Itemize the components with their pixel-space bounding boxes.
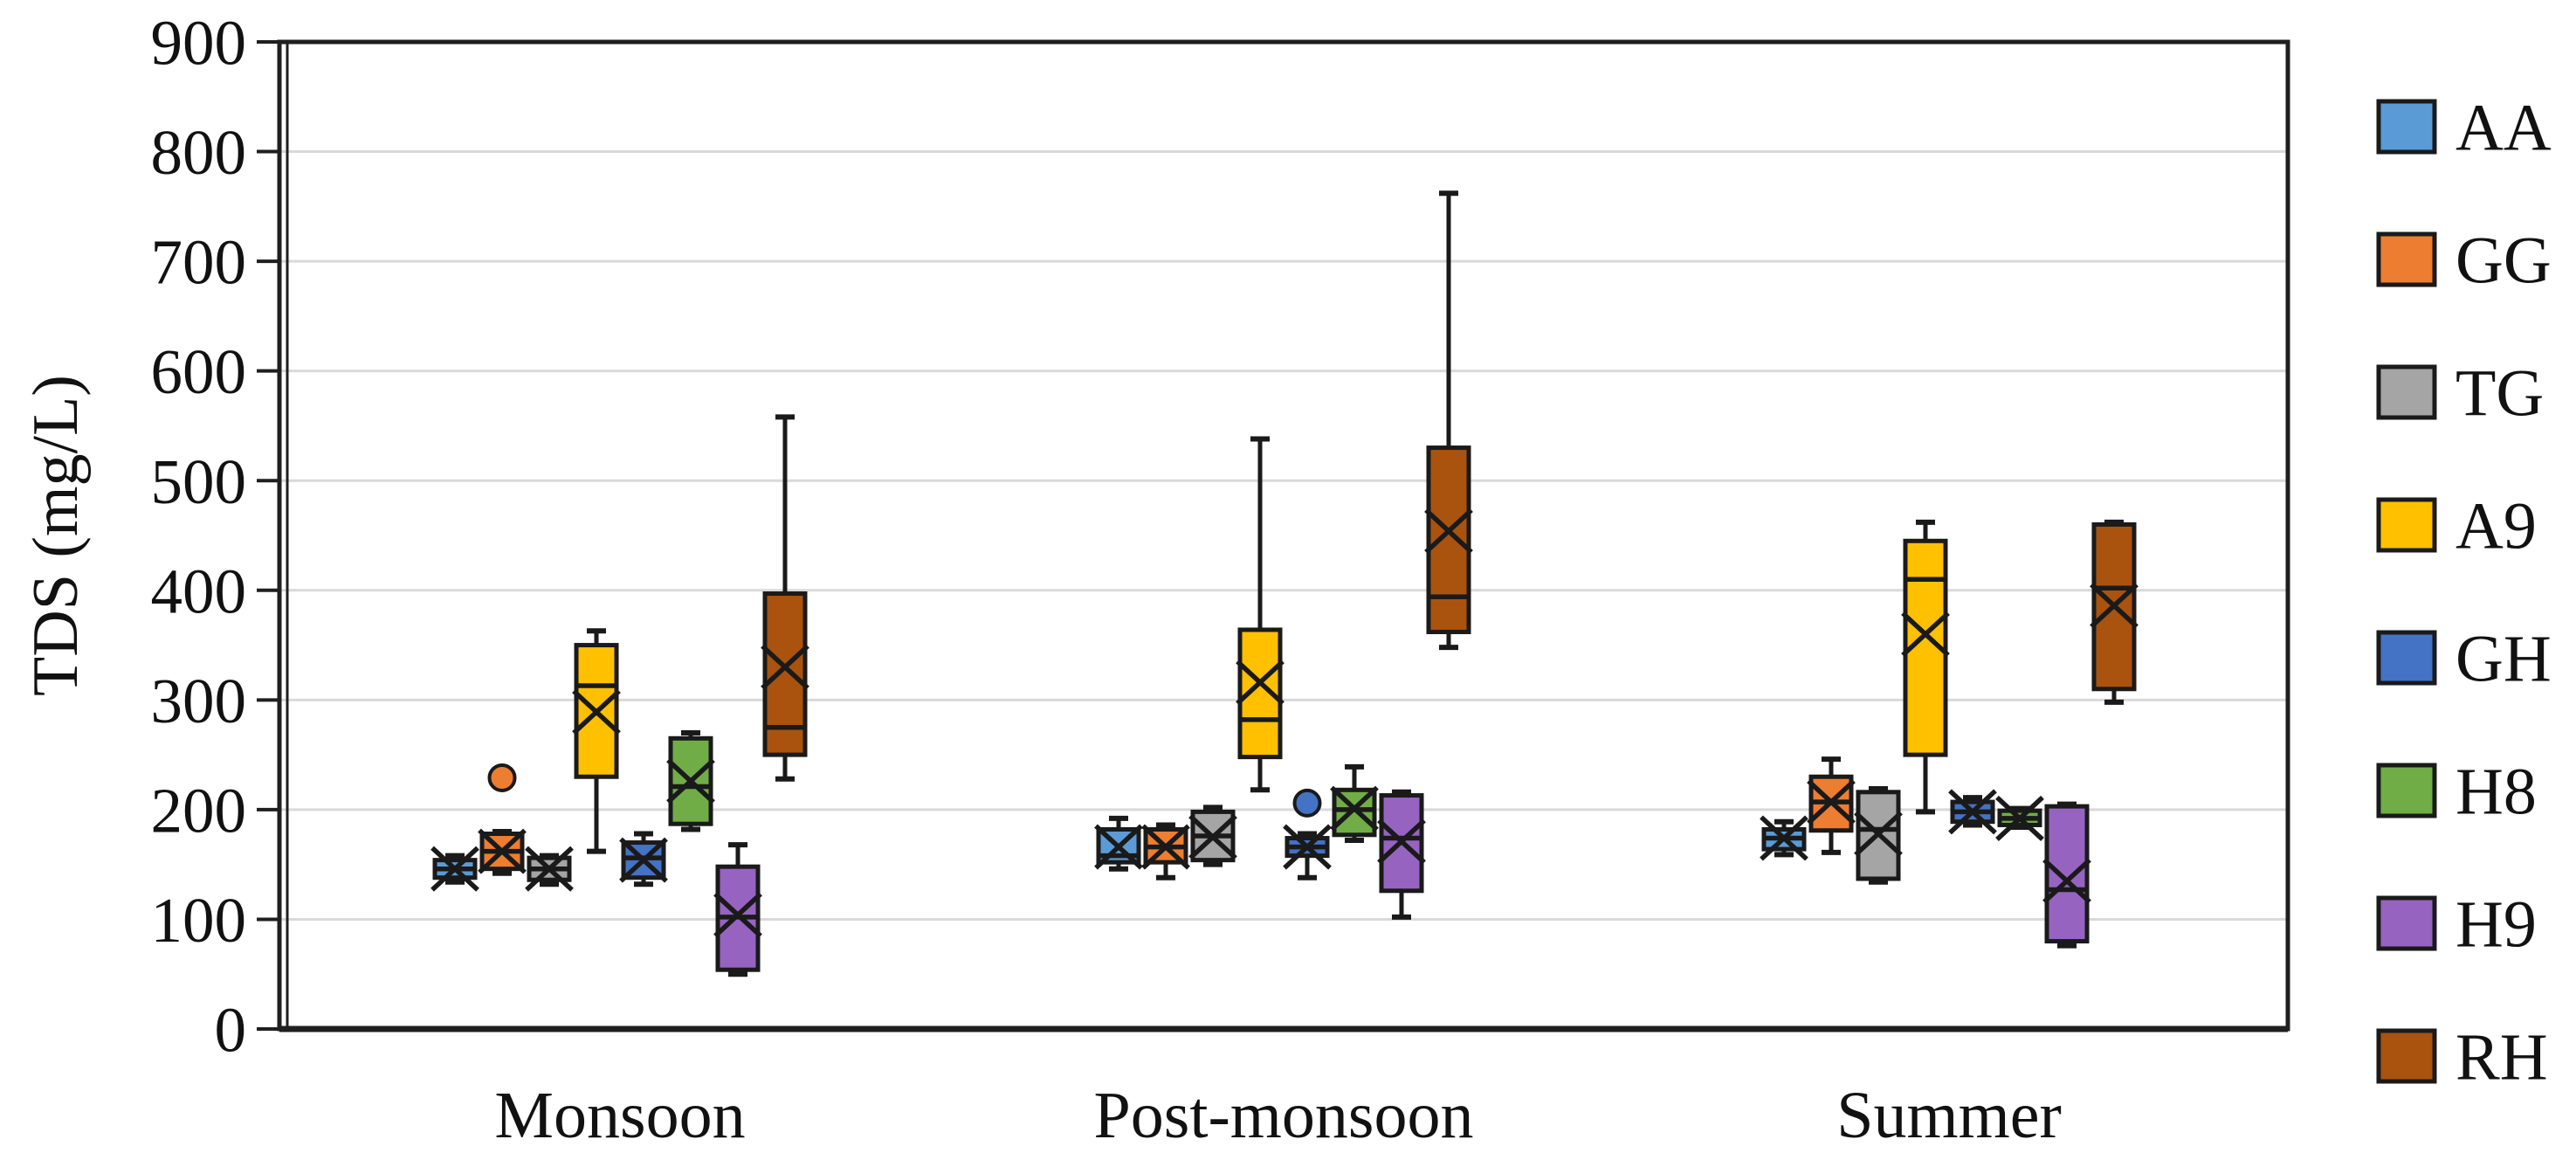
box-AA-Post-monsoon — [1094, 815, 1143, 872]
mean-x-marker — [1760, 815, 1808, 861]
legend-item-AA: AA — [2376, 92, 2552, 165]
mean-x-marker — [1424, 508, 1473, 554]
legend-item-H9: H9 — [2376, 888, 2537, 962]
mean-x-marker — [761, 644, 809, 690]
box-H8-Summer — [1995, 795, 2044, 841]
x-axis-label-summer: Summer — [1836, 1079, 2062, 1152]
mean-x-marker — [1901, 611, 1950, 658]
mean-x-marker — [478, 828, 527, 874]
box-H8-Monsoon — [666, 730, 715, 832]
y-tick-label-500: 500 — [151, 446, 247, 517]
box-GG-Post-monsoon — [1141, 822, 1190, 880]
box-AA-Summer — [1760, 815, 1808, 861]
legend-item-GG: GG — [2376, 224, 2552, 298]
legend-item-H8: H8 — [2376, 756, 2537, 829]
y-tick-label-100: 100 — [151, 885, 247, 956]
box-RH-Monsoon — [761, 414, 809, 782]
y-tick-label-700: 700 — [151, 227, 247, 298]
mean-x-marker — [572, 689, 621, 735]
y-tick-label-0: 0 — [215, 995, 247, 1066]
mean-x-marker — [1948, 789, 1997, 835]
outlier-point — [1292, 788, 1322, 818]
mean-x-marker — [1236, 659, 1285, 706]
mean-x-marker — [525, 846, 574, 892]
legend-swatch-RH — [2376, 1028, 2437, 1084]
legend-label-GH: GH — [2455, 623, 2552, 696]
legend-item-A9: A9 — [2376, 490, 2537, 563]
mean-x-marker — [713, 892, 762, 938]
mean-x-marker — [1377, 818, 1426, 865]
y-tick-label-200: 200 — [151, 775, 247, 846]
legend-label-GG: GG — [2455, 224, 2552, 298]
y-tick-label-300: 300 — [151, 666, 247, 736]
box-H9-Post-monsoon — [1377, 789, 1426, 920]
outlier-point — [487, 763, 517, 792]
box-RH-Post-monsoon — [1424, 190, 1473, 651]
box-TG-Post-monsoon — [1188, 804, 1237, 867]
y-tick-label-900: 900 — [151, 8, 247, 79]
y-tick-label-800: 800 — [151, 117, 247, 188]
legend-item-TG: TG — [2376, 357, 2544, 431]
box-H8-Post-monsoon — [1330, 763, 1379, 844]
box-rect — [762, 591, 808, 757]
legend-label-H9: H9 — [2455, 888, 2537, 962]
legend-label-TG: TG — [2455, 357, 2544, 431]
mean-x-marker — [1094, 824, 1143, 870]
legend-swatch-GH — [2376, 630, 2437, 686]
box-H9-Monsoon — [713, 842, 762, 977]
box-GH-Post-monsoon — [1283, 788, 1332, 880]
box-A9-Summer — [1901, 519, 1950, 815]
box-GG-Summer — [1807, 756, 1856, 855]
y-axis-title: TDS (mg/L) — [20, 375, 92, 696]
legend-label-H8: H8 — [2455, 756, 2537, 829]
box-AA-Monsoon — [430, 846, 479, 892]
mean-x-marker — [1141, 824, 1190, 870]
mean-x-marker — [430, 846, 479, 892]
y-tick-label-600: 600 — [151, 336, 247, 407]
legend-swatch-H9 — [2376, 895, 2437, 951]
mean-x-marker — [666, 758, 715, 804]
box-rect — [2044, 804, 2090, 944]
box-GG-Monsoon — [478, 763, 527, 876]
legend-label-A9: A9 — [2455, 490, 2537, 563]
legend-swatch-H8 — [2376, 763, 2437, 818]
mean-x-marker — [619, 837, 668, 883]
mean-x-marker — [2042, 858, 2091, 904]
mean-x-marker — [1995, 795, 2044, 841]
mean-x-marker — [1283, 824, 1332, 870]
legend-item-RH: RH — [2376, 1021, 2548, 1094]
legend-label-AA: AA — [2455, 92, 2552, 165]
box-A9-Post-monsoon — [1236, 436, 1285, 793]
plot-frame — [277, 39, 2290, 1032]
legend-label-RH: RH — [2455, 1021, 2548, 1094]
mean-x-marker — [2090, 583, 2139, 629]
x-axis-label-monsoon: Monsoon — [494, 1079, 745, 1152]
box-RH-Summer — [2090, 519, 2139, 705]
box-TG-Summer — [1854, 786, 1903, 885]
box-rect — [1426, 445, 1471, 634]
legend-swatch-GG — [2376, 231, 2437, 287]
x-axis-label-post-monsoon: Post-monsoon — [1094, 1079, 1474, 1152]
mean-x-marker — [1807, 779, 1856, 825]
box-GH-Monsoon — [619, 831, 668, 887]
mean-x-marker — [1330, 785, 1379, 832]
legend-swatch-A9 — [2376, 497, 2437, 553]
mean-x-marker — [1188, 814, 1237, 860]
legend-swatch-AA — [2376, 99, 2437, 155]
box-A9-Monsoon — [572, 628, 621, 854]
legend-swatch-TG — [2376, 364, 2437, 420]
mean-x-marker — [1854, 811, 1903, 857]
y-tick-label-400: 400 — [151, 556, 247, 626]
box-TG-Monsoon — [525, 846, 574, 892]
box-H9-Summer — [2042, 801, 2091, 949]
box-GH-Summer — [1948, 789, 1997, 835]
legend-item-GH: GH — [2376, 623, 2552, 696]
